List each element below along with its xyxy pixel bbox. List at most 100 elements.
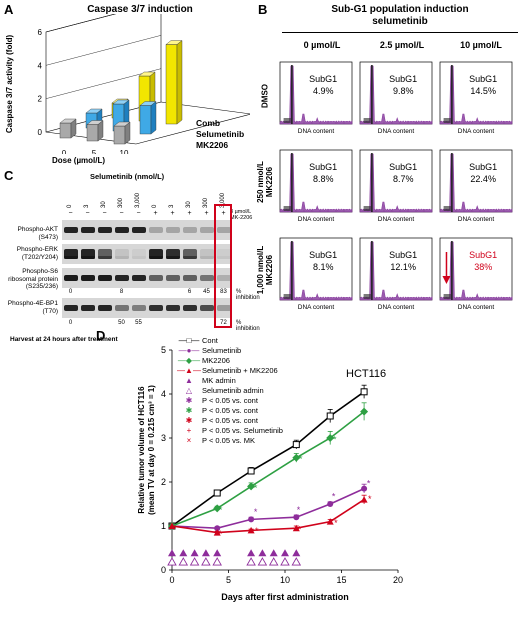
data-point [360,496,368,503]
blot-band [98,305,112,311]
flow-histogram: SubG1 8.1% DNA content [279,237,353,311]
blot-band [64,275,78,281]
blot-band [81,227,95,233]
legend-label: Cont [202,336,218,345]
dose-label: 3 [84,204,90,208]
legend-label: Selumetinib + MK2206 [202,366,278,375]
protein-label: Phospho-4E-BP1 (T70) [7,300,58,315]
mk-sign: + [153,210,158,217]
mk-sign: + [204,210,209,217]
mk-label: 3 µmol/L MK-2206 [230,209,253,221]
blot-band [217,227,231,233]
y-tick-label: 1 [161,521,166,531]
legend-marker-icon: × [186,436,192,445]
legend-marker-icon: —▲— [177,366,201,375]
blot-band [81,275,95,281]
blot-band [149,227,163,233]
subg1-label: SubG1 [309,250,337,260]
blot-band [200,227,214,233]
legend-entry: ▲ MK admin [176,376,336,386]
blot-row-s6: Phospho-S6 ribosomal protein (S235/236) [0,268,258,298]
flow-grid: DMSO 250 nmol/L MK2206 1,000 nmol/L MK22… [256,60,520,340]
data-point [292,524,300,532]
blot-band [183,249,197,259]
mk-sign: − [136,210,141,217]
blot-band [183,275,197,281]
blot-band [132,249,146,259]
panel-d-letter: D [96,328,106,343]
legend-entry: ✱ P < 0.05 vs. cont [176,416,336,426]
x-tick-label: 10 [120,149,129,154]
subg1-label: SubG1 [389,74,417,84]
protein-label: Phospho-AKT (S473) [17,226,58,241]
subg1-value: 8.8% [313,174,334,184]
y-tick-label: 3 [161,433,166,443]
inhibition-value: 83 [220,289,227,295]
dna-content-label: DNA content [378,304,415,311]
data-point [292,441,300,449]
inhibition-value: 8 [119,289,124,295]
data-point [326,518,334,525]
data-point [213,529,221,536]
selumetinib-admin-marker [212,557,222,566]
cell-line-label: HCT116 [346,368,387,380]
blot-band [149,305,163,311]
panel-b-title-line2: selumetinib [372,16,428,27]
mk-admin-marker [168,549,176,557]
mk-sign: + [187,210,192,217]
subg1-value: 9.8% [393,86,414,96]
significance-marker: * [333,434,337,444]
mk-admin-marker [281,549,289,557]
legend-entry: —□— Cont [176,336,336,346]
legend-marker-icon: △ [185,386,193,395]
x-tick-label: 0 [169,575,174,585]
legend-label: Selumetinib [202,346,242,355]
legend-marker-icon: + [186,426,192,435]
band-strip [62,220,231,240]
blot-band [200,275,214,281]
legend-label: P < 0.05 vs. MK [202,436,256,445]
data-point [247,467,255,475]
blot-band [200,249,214,259]
inhibition-value: 0 [68,289,73,295]
selumetinib-admin-marker [280,557,290,566]
blot-row-akt: Phospho-AKT (S473) [0,220,258,250]
selumetinib-admin-marker [268,557,279,566]
inhibition-value: 6 [187,289,192,295]
subg1-label: SubG1 [389,250,417,260]
significance-marker: * [368,494,372,504]
legend-label: P < 0.05 vs. Selumetinib [202,426,283,435]
inhibition-row-1: 0 8 6 45 83 [62,289,232,297]
flow-histogram: SubG1 9.8% DNA content [359,61,433,135]
y-tick-label: 0 [161,565,166,575]
y-tick-label: 5 [161,345,166,355]
subg1-value: 8.7% [393,174,414,184]
blot-band [183,227,197,233]
blot-band [98,249,112,259]
mk-admin-marker [201,549,210,557]
mk-sign: − [85,210,90,217]
legend-marker-icon: —●— [178,346,200,355]
inhibition-label-2: % inhibition [236,320,260,332]
y-tick-label: 6 [38,28,43,37]
mk-admin-marker [190,549,199,557]
x-tick-label: 15 [336,575,346,585]
mk-sign: − [119,210,124,217]
legend-entry: —●— Selumetinib [176,346,336,356]
panel-b-title-line1: Sub-G1 population induction [331,4,469,15]
data-point [247,526,255,534]
mk-admin-marker [258,549,267,557]
row-label: Selumetinib [196,129,244,139]
blot-band [115,249,129,259]
subg1-label: SubG1 [389,162,417,172]
subg1-value: 12.1% [390,262,416,272]
legend-marker-icon: ▲ [185,376,193,385]
series-line [168,494,368,536]
row-label: Comb [196,118,220,128]
blot-band [98,227,112,233]
flow-histogram: SubG1 38% DNA content [439,237,513,311]
subg1-value: 22.4% [470,174,496,184]
dose-label: 0 [67,204,73,208]
western-blot: 0 3 30 300 3,000 0 3 30 300 3,000 − − − − − + + + + + 3 µm… [0,182,260,332]
flow-histogram: SubG1 4.9% DNA content [279,61,353,135]
